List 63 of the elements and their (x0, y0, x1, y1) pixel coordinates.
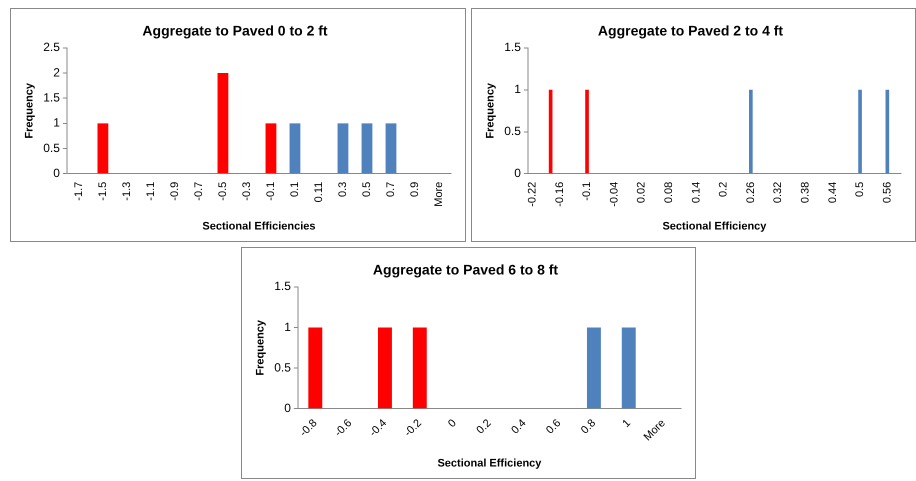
x-tick-label: 1 (620, 417, 634, 430)
y-tick-label: 1 (53, 116, 60, 130)
y-tick-label: 0.5 (504, 124, 522, 138)
x-tick-label: 0.2 (718, 182, 730, 198)
y-tick-label: 0.5 (43, 140, 60, 155)
x-tick-label: -0.16 (554, 182, 566, 207)
x-tick-label: -0.3 (240, 182, 253, 201)
x-tick-label: -0.5 (216, 182, 229, 201)
x-tick-label: -1.3 (120, 182, 133, 201)
x-tick-label: 0.26 (744, 182, 757, 204)
chart-title: Aggregate to Paved 6 to 8 ft (372, 261, 558, 278)
y-axis-title: Frequency (254, 319, 267, 376)
y-tick-label: 1.5 (274, 279, 292, 294)
x-tick-label: -1.7 (72, 182, 85, 201)
y-axis-title: Frequency (484, 82, 497, 139)
x-tick-label: 0.44 (826, 182, 839, 204)
x-tick-label: -1.5 (96, 182, 109, 201)
y-tick-label: 2 (53, 65, 60, 80)
x-tick-label: 0.4 (509, 417, 529, 436)
x-tick-label: 0.3 (337, 182, 349, 198)
x-tick-label: 0.14 (690, 182, 702, 204)
chart-title: Aggregate to Paved 0 to 2 ft (142, 22, 328, 38)
x-tick-label: -0.1 (581, 182, 594, 201)
x-tick-label: 0.08 (662, 182, 675, 204)
y-tick-label: 0 (514, 166, 522, 180)
x-tick-label: 0.8 (578, 417, 598, 436)
y-tick-label: 1.5 (43, 90, 60, 104)
x-tick-label: 0 (446, 417, 459, 430)
x-tick-label: -0.4 (367, 417, 390, 440)
x-tick-label: -0.04 (608, 182, 620, 207)
x-tick-label: 0.7 (385, 182, 398, 198)
x-tick-label: -0.8 (298, 417, 320, 440)
x-tick-label: -0.6 (332, 417, 354, 440)
x-tick-label: 0.56 (881, 182, 894, 204)
y-tick-label: 0.5 (274, 360, 292, 374)
chart-title: Aggregate to Paved 2 to 4 ft (598, 22, 784, 38)
y-tick-label: 1.5 (504, 40, 522, 54)
x-axis-title: Sectional Efficiencies (202, 220, 316, 232)
x-tick-label: 0.2 (474, 417, 494, 436)
x-tick-label: 0.02 (636, 182, 648, 204)
x-tick-label: -1.1 (144, 182, 157, 201)
x-tick-label: -0.7 (192, 182, 205, 201)
x-tick-label: -0.9 (168, 182, 181, 201)
x-tick-label: 0.6 (544, 417, 564, 436)
x-tick-label: -0.22 (526, 182, 538, 207)
x-tick-label: 0.1 (288, 182, 301, 198)
y-axis-title: Frequency (24, 82, 36, 139)
y-tick-label: 2.5 (43, 40, 60, 54)
x-tick-label: 0.9 (409, 182, 422, 198)
y-tick-label: 1 (514, 82, 522, 96)
x-tick-label: More (433, 182, 446, 207)
x-tick-label: 0.32 (772, 182, 784, 204)
y-tick-label: 0 (53, 166, 60, 180)
x-axis-title: Sectional Efficiency (662, 220, 768, 232)
x-tick-label: 0.11 (312, 182, 325, 202)
x-tick-label: 0.38 (799, 182, 812, 204)
y-tick-label: 0 (284, 401, 292, 416)
x-axis-title: Sectional Efficiency (437, 457, 542, 470)
x-tick-label: -0.2 (402, 417, 424, 440)
x-tick-label: -0.1 (264, 182, 277, 201)
x-tick-label: 0.5 (361, 182, 374, 198)
x-tick-label: 0.5 (854, 182, 866, 198)
y-tick-label: 1 (284, 320, 292, 334)
